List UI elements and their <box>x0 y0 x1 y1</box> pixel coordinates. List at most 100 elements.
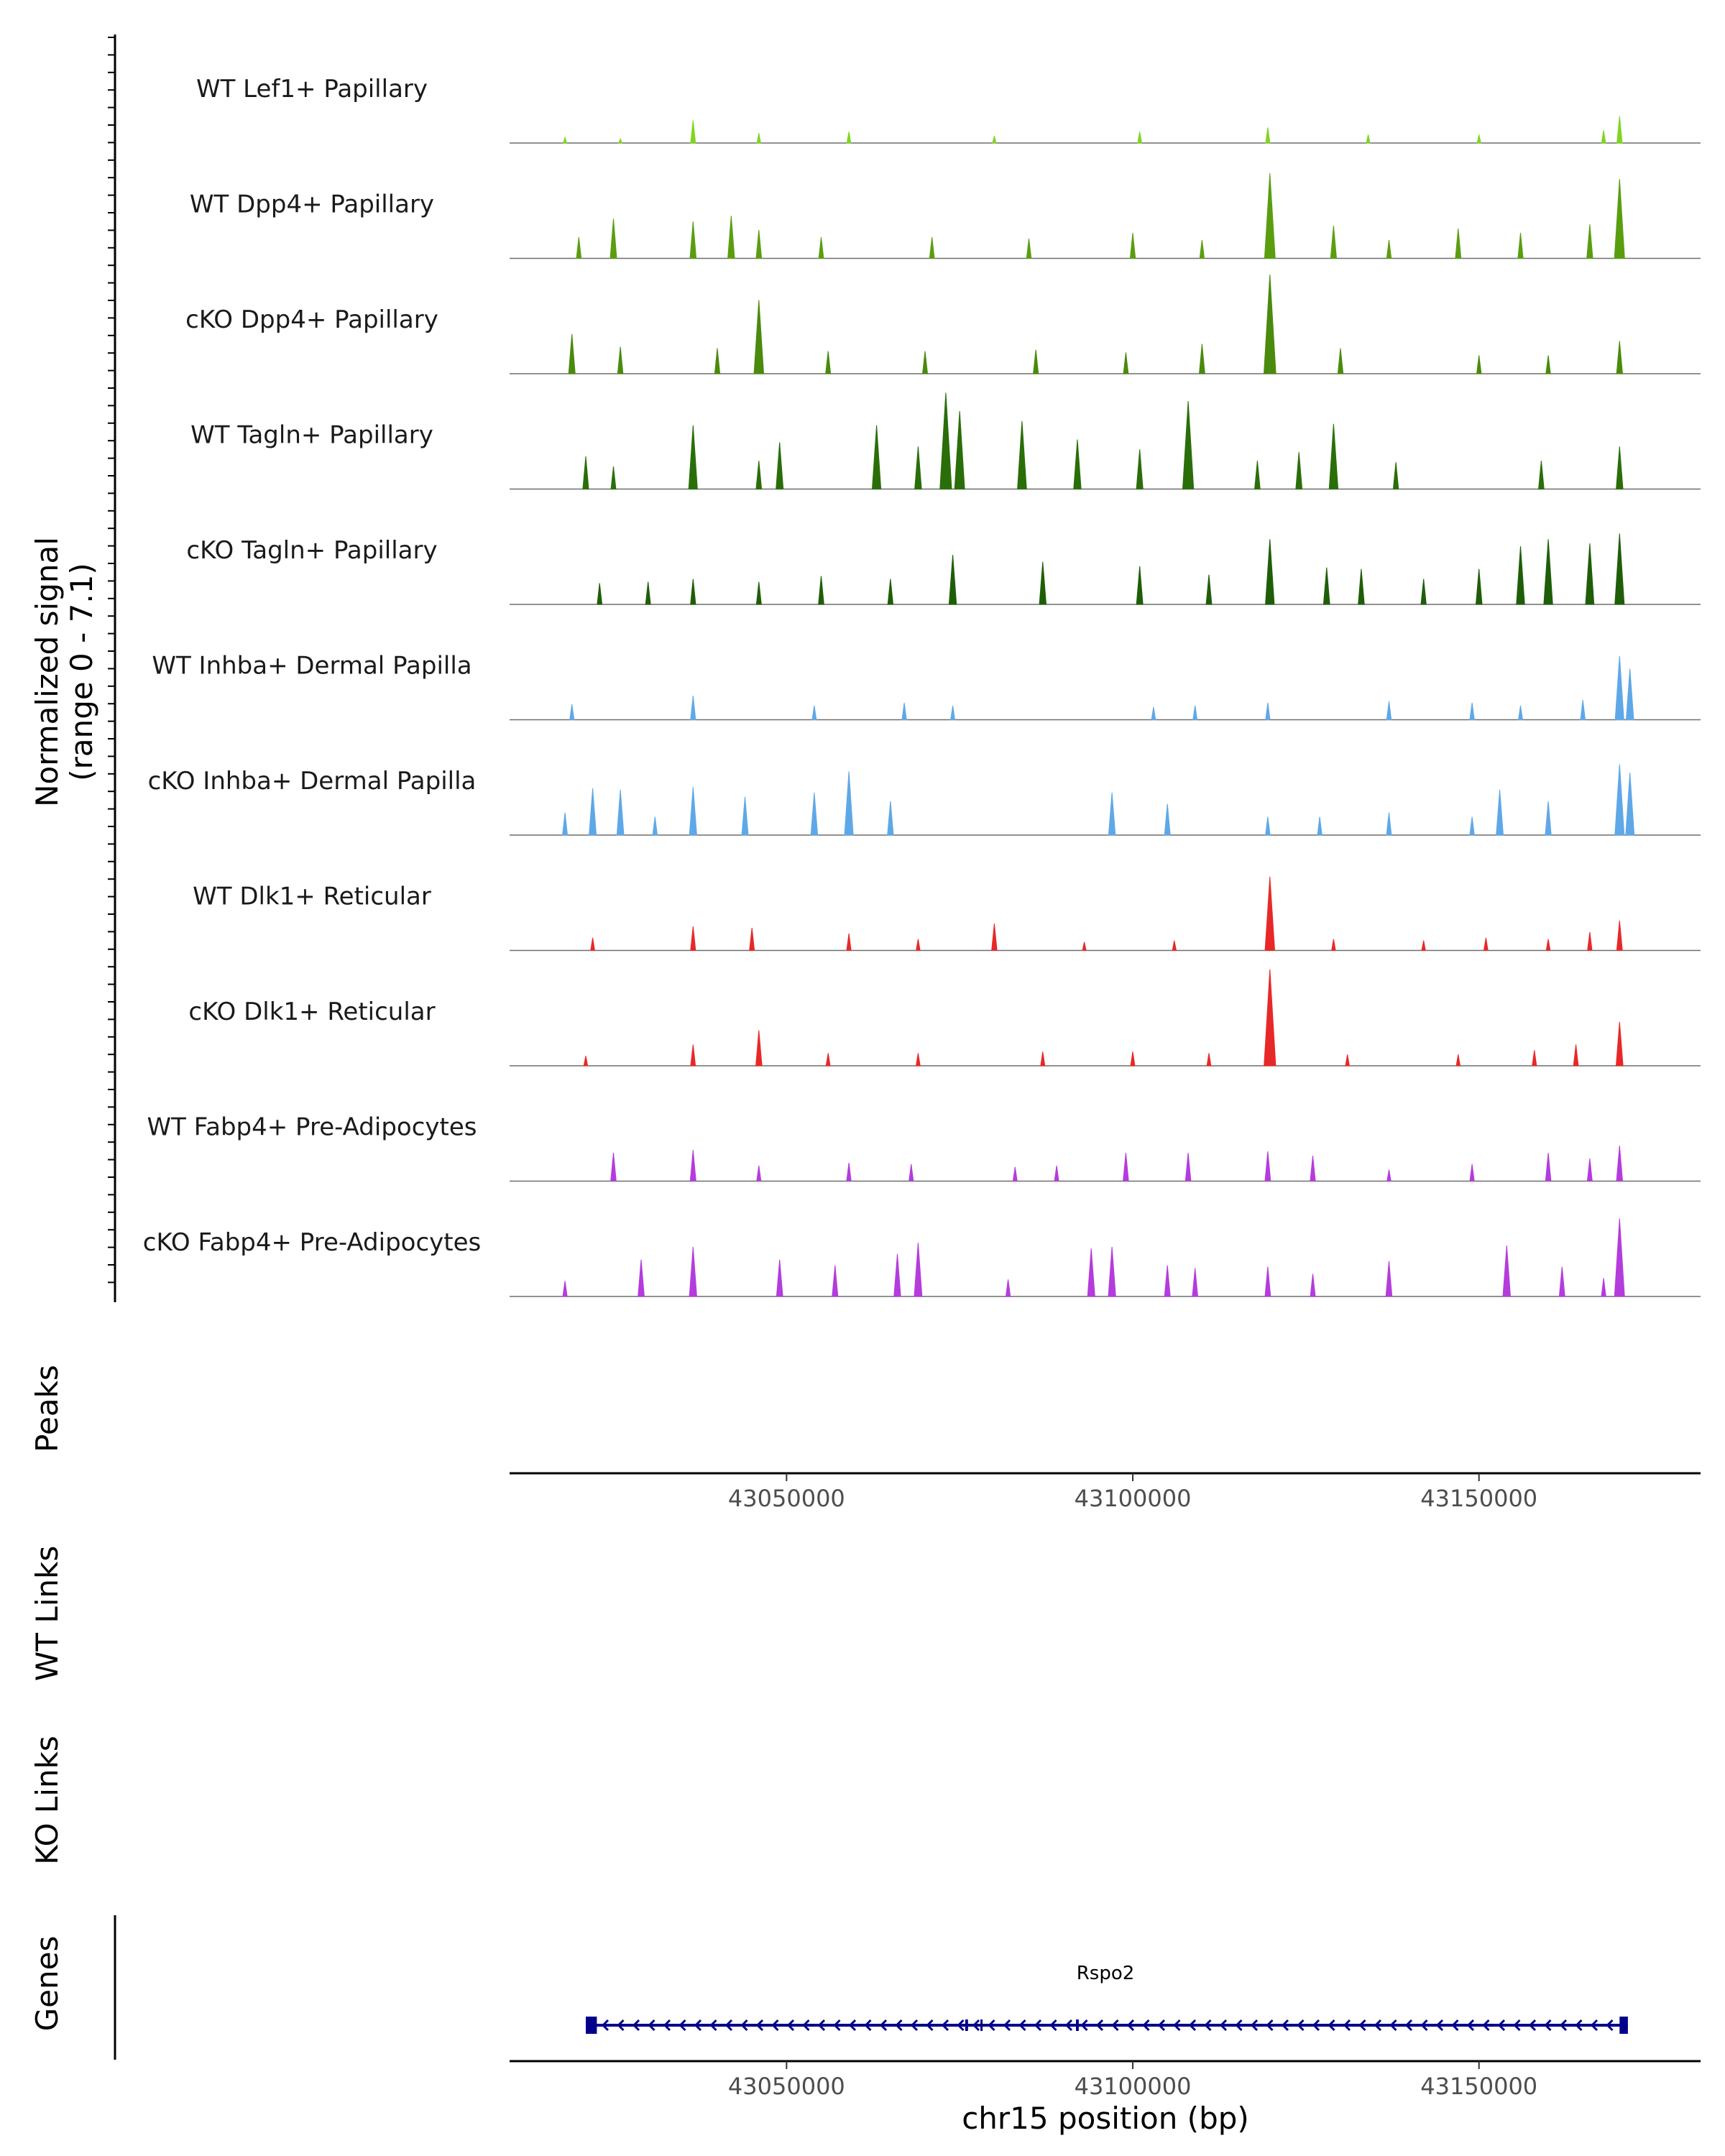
coverage-peak <box>1206 1053 1212 1067</box>
coverage-peak <box>914 446 922 489</box>
coverage-peak <box>1475 568 1483 605</box>
coverage-peak <box>1192 1268 1199 1297</box>
strand-arrow <box>1003 2019 1011 2032</box>
strand-arrow <box>678 2019 686 2032</box>
coverage-peak <box>1184 1153 1192 1181</box>
coverage-peak <box>887 801 894 836</box>
x-tick-label: 43050000 <box>728 1485 845 1512</box>
coverage-peak <box>1385 1261 1393 1297</box>
strand-arrow <box>1281 2019 1289 2032</box>
coverage-peak <box>1614 1218 1625 1297</box>
strand-arrow <box>1111 2019 1119 2032</box>
coverage-peak <box>901 702 907 720</box>
strand-arrow <box>1404 2019 1413 2032</box>
coverage-peak <box>1317 816 1322 836</box>
coverage-peak <box>776 442 784 489</box>
coverage-peak <box>616 789 625 836</box>
strand-arrow <box>1173 2019 1181 2032</box>
track-label: cKO Dlk1+ Reticular <box>188 998 435 1026</box>
coverage-peak <box>689 1246 697 1297</box>
strand-arrow <box>1528 2019 1537 2032</box>
coverage-peak <box>1054 1165 1059 1181</box>
strand-arrow <box>910 2019 919 2032</box>
strand-arrow <box>1157 2019 1166 2032</box>
coverage-peak <box>1073 439 1082 489</box>
strand-arrow <box>833 2019 841 2032</box>
coverage-track: cKO Inhba+ Dermal Papilla <box>148 764 1701 836</box>
coverage-peak <box>1517 232 1524 259</box>
coverage-peak <box>756 1165 762 1181</box>
coverage-peak <box>1616 921 1623 951</box>
coverage-peak <box>1337 348 1344 374</box>
coverage-tracks: WT Lef1+ Papillary WT Dpp4+ Papillary cKO … <box>143 75 1701 1297</box>
coverage-peak <box>562 812 569 836</box>
coverage-peak <box>1616 1146 1624 1181</box>
strand-arrow <box>802 2019 810 2032</box>
coverage-peak <box>776 1259 783 1297</box>
strand-arrow <box>1049 2019 1057 2032</box>
strand-arrow <box>1126 2019 1135 2032</box>
strand-arrow <box>1297 2019 1305 2032</box>
x-tick-label: 43150000 <box>1420 2073 1537 2100</box>
coverage-peak <box>1328 423 1339 489</box>
track-label: WT Inhba+ Dermal Papilla <box>152 652 472 681</box>
strand-arrow <box>694 2019 702 2032</box>
coverage-track: WT Tagln+ Papillary <box>190 392 1701 490</box>
coverage-peak <box>1108 792 1116 836</box>
coverage-peak <box>1130 1051 1136 1067</box>
coverage-peak <box>1601 1278 1606 1297</box>
strand-arrow <box>740 2019 748 2032</box>
gene-exon <box>586 2017 597 2034</box>
coverage-peak <box>846 933 852 951</box>
coverage-peak <box>1264 1151 1271 1181</box>
coverage-peak <box>1625 668 1634 720</box>
coverage-peak <box>749 927 755 951</box>
strand-arrow <box>1095 2019 1104 2032</box>
coverage-peak <box>638 1259 645 1297</box>
coverage-peak <box>568 333 576 374</box>
coverage-peak <box>755 461 763 489</box>
coverage-track: cKO Dpp4+ Papillary <box>185 274 1701 374</box>
coverage-track: WT Dlk1+ Reticular <box>193 876 1701 952</box>
strand-arrow <box>1451 2019 1459 2032</box>
coverage-track: cKO Tagln+ Papillary <box>186 533 1701 605</box>
coverage-peak <box>563 136 568 144</box>
coverage-peak <box>1586 224 1593 259</box>
strand-arrow <box>1466 2019 1475 2032</box>
track-label: WT Fabp4+ Pre-Adipocytes <box>147 1113 477 1142</box>
strand-arrow <box>1482 2019 1490 2032</box>
strand-arrow <box>1435 2019 1444 2032</box>
coverage-peak <box>1580 699 1586 720</box>
coverage-peak <box>714 348 721 374</box>
coverage-peak <box>1545 801 1552 836</box>
coverage-peak <box>811 705 817 720</box>
coverage-peak <box>1558 1266 1565 1297</box>
coverage-peak <box>1616 341 1623 374</box>
gene-x-axis-ticks: 43050000 43100000 43150000 <box>728 2061 1537 2100</box>
ko-links-panel-label: KO Links <box>29 1736 65 1865</box>
coverage-peak <box>1026 238 1032 259</box>
coverage-track: cKO Dlk1+ Reticular <box>188 969 1701 1067</box>
coverage-peak <box>1322 567 1330 605</box>
coverage-peak <box>1386 812 1392 836</box>
coverage-peak <box>1295 452 1303 489</box>
coverage-peak <box>1573 1044 1579 1067</box>
coverage-peak <box>1017 420 1027 489</box>
coverage-peak <box>1136 566 1144 605</box>
coverage-peak <box>1455 229 1462 259</box>
coverage-peak <box>652 816 658 836</box>
coverage-peak <box>1502 1245 1512 1297</box>
coverage-track: WT Dpp4+ Papillary <box>190 173 1701 259</box>
coverage-peak <box>1358 568 1365 605</box>
strand-arrow <box>1064 2019 1073 2032</box>
coverage-peak <box>690 1044 696 1067</box>
coverage-peak <box>690 579 696 605</box>
coverage-peak <box>1614 764 1625 836</box>
coverage-track: WT Lef1+ Papillary <box>196 75 1701 144</box>
coverage-peak <box>1108 1246 1116 1297</box>
coverage-peak <box>1172 940 1177 951</box>
coverage-peak <box>1469 816 1475 836</box>
strand-arrow <box>1235 2019 1243 2032</box>
coverage-peak <box>610 218 617 259</box>
coverage-peak <box>689 786 697 836</box>
